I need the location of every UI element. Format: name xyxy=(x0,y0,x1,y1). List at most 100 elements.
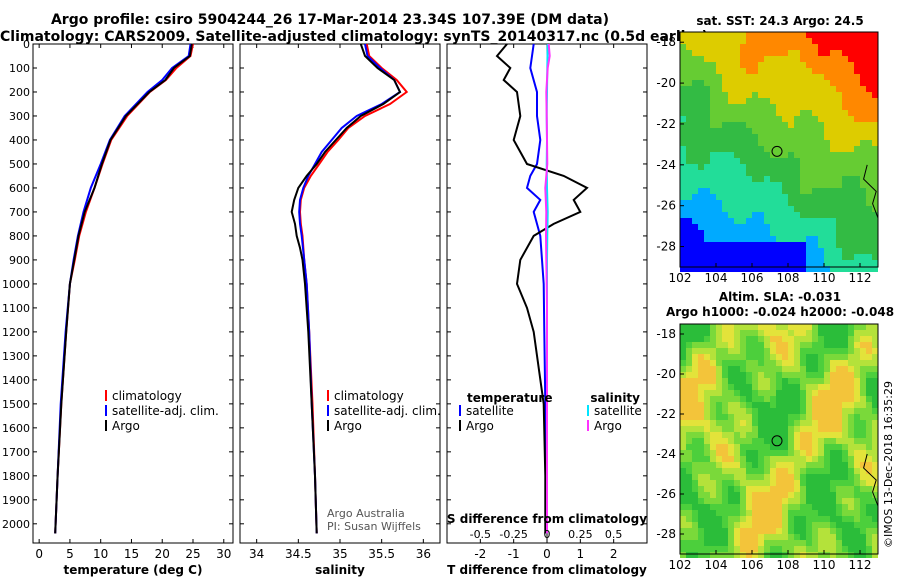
sat_sst_map-cell xyxy=(836,188,842,194)
sat_sst_map-cell xyxy=(722,128,728,134)
altim_sla_map-cell xyxy=(758,462,764,468)
altim_sla_map-cell xyxy=(812,432,818,438)
temperature-legend-label: climatology xyxy=(112,389,182,403)
altim_sla_map-cell xyxy=(722,348,728,354)
temperature-xtick-label: 0 xyxy=(35,547,43,561)
altim_sla_map-cell xyxy=(806,462,812,468)
altim_sla_map-cell xyxy=(872,450,878,456)
altim_sla_map-cell xyxy=(722,492,728,498)
altim_sla_map-cell xyxy=(686,408,692,414)
altim_sla_map-cell xyxy=(824,456,830,462)
sat_sst_map-cell xyxy=(722,146,728,152)
altim_sla_map-cell xyxy=(764,372,770,378)
altim_sla_map-cell xyxy=(872,528,878,534)
sat_sst_map-cell xyxy=(782,170,788,176)
altim_sla_map-cell xyxy=(752,552,758,558)
sat_sst_map-cell xyxy=(854,200,860,206)
altim_sla_map-cell xyxy=(860,522,866,528)
sat_sst_map-cell xyxy=(698,62,704,68)
altim_sla_map-cell xyxy=(746,486,752,492)
sat_sst_map-cell xyxy=(812,44,818,50)
altim_sla_map-cell xyxy=(800,540,806,546)
altim_sla_map-cell xyxy=(740,390,746,396)
altim_sla_map-cell xyxy=(812,492,818,498)
altim_sla_map-cell xyxy=(692,330,698,336)
altim_sla_map-cell xyxy=(710,426,716,432)
altim_sla_map-cell xyxy=(788,480,794,486)
sat_sst_map-cell xyxy=(722,32,728,38)
altim_sla_map-cell xyxy=(692,492,698,498)
altim_sla_map-cell xyxy=(854,528,860,534)
altim_sla_map-cell xyxy=(782,384,788,390)
altim_sla_map-cell xyxy=(794,486,800,492)
sat_sst_map-cell xyxy=(842,212,848,218)
sat_sst_map-cell xyxy=(770,200,776,206)
sat_sst_map-cell xyxy=(752,140,758,146)
altim_sla_map-cell xyxy=(680,546,686,552)
altim_sla_map-cell xyxy=(812,546,818,552)
altim_sla_map-cell xyxy=(806,528,812,534)
altim_sla_map-cell xyxy=(872,348,878,354)
sat_sst_map-cell xyxy=(752,188,758,194)
sat_sst_map-cell xyxy=(716,128,722,134)
sat_sst_map-cell xyxy=(860,50,866,56)
altim_sla_map-cell xyxy=(776,450,782,456)
sat_sst_map-cell xyxy=(746,38,752,44)
altim_sla_map-cell xyxy=(866,498,872,504)
sat_sst_map-cell xyxy=(746,62,752,68)
sat_sst_map-cell xyxy=(752,62,758,68)
altim_sla_map-cell xyxy=(686,366,692,372)
sat_sst_map-cell xyxy=(734,44,740,50)
sat_sst_map-cell xyxy=(740,218,746,224)
sat_sst_map-cell xyxy=(722,206,728,212)
altim_sla_map-cell xyxy=(818,414,824,420)
sat_sst_map-cell xyxy=(680,164,686,170)
altim_sla_map-cell xyxy=(812,426,818,432)
altim_sla_map-cell xyxy=(698,438,704,444)
altim_sla_map-cell xyxy=(764,432,770,438)
sat_sst_map-cell xyxy=(788,158,794,164)
sat_sst_map-cell xyxy=(800,134,806,140)
altim_sla_map-cell xyxy=(842,414,848,420)
sat_sst_map-cell xyxy=(788,122,794,128)
altim_sla_map-cell xyxy=(848,534,854,540)
sat_sst_map-cell xyxy=(824,92,830,98)
sat_sst_map-cell xyxy=(800,68,806,74)
altim_sla_map-cell xyxy=(740,426,746,432)
sat_sst_map-cell xyxy=(818,116,824,122)
altim_sla_map-cell xyxy=(830,534,836,540)
sat_sst_map-cell xyxy=(800,38,806,44)
altim_sla_map-cell xyxy=(692,498,698,504)
sat_sst_map-cell xyxy=(734,80,740,86)
sat_sst_map-cell xyxy=(836,230,842,236)
altim_sla_map-cell xyxy=(770,426,776,432)
sat_sst_map-cell xyxy=(728,182,734,188)
sat_sst_map-cell xyxy=(782,248,788,254)
altim_sla_map-cell xyxy=(692,534,698,540)
altim_sla_map-cell xyxy=(692,510,698,516)
altim_sla_map-cell xyxy=(722,396,728,402)
altim_sla_map-cell xyxy=(794,492,800,498)
altim_sla_map-cell xyxy=(776,444,782,450)
sat_sst_map-cell xyxy=(734,182,740,188)
altim_sla_map-cell xyxy=(818,342,824,348)
sat_sst_map-cell xyxy=(848,212,854,218)
altim_sla_map-cell xyxy=(740,522,746,528)
sat_sst_map-cell xyxy=(728,62,734,68)
altim_sla_map-cell xyxy=(812,462,818,468)
altim_sla_map-cell xyxy=(734,426,740,432)
sat_sst_map-cell xyxy=(812,194,818,200)
sat_sst_map-cell xyxy=(686,32,692,38)
sat_sst_map-cell xyxy=(854,224,860,230)
sat_sst_map-cell xyxy=(788,32,794,38)
sat_sst_map-cell xyxy=(824,104,830,110)
sat_sst_map-ytick-label: -18 xyxy=(656,35,676,49)
sat_sst_map-cell xyxy=(836,158,842,164)
altim_sla_map-cell xyxy=(854,390,860,396)
altim_sla_map-cell xyxy=(794,516,800,522)
sat_sst_map-cell xyxy=(872,50,878,56)
sat_sst_map-cell xyxy=(818,110,824,116)
difference-xtick-label: 1 xyxy=(577,547,585,561)
sat_sst_map-cell xyxy=(692,104,698,110)
altim_sla_map-cell xyxy=(698,336,704,342)
